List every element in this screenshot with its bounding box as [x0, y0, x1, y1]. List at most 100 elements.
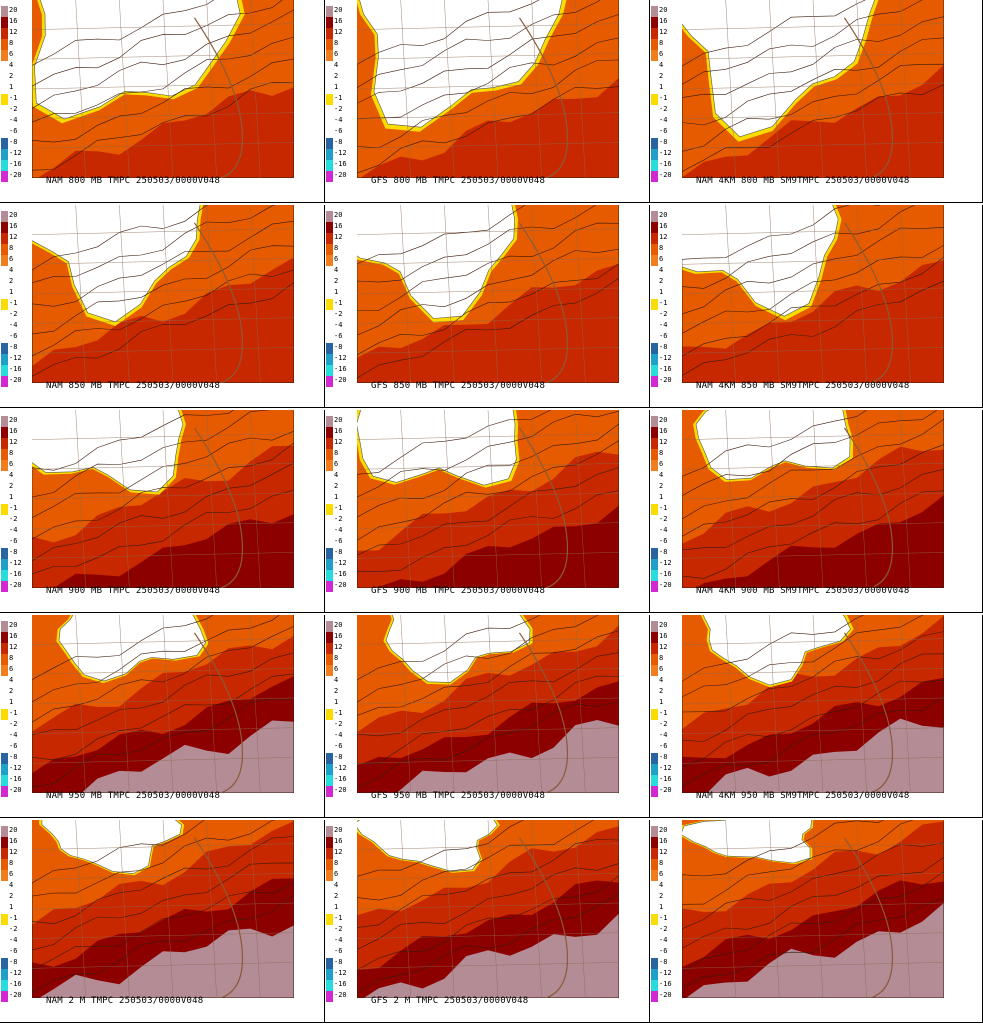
legend-swatch	[1, 277, 8, 288]
legend-swatch	[1, 116, 8, 127]
legend-label: 4	[9, 266, 14, 274]
state-boundary	[682, 757, 944, 764]
legend-label: -20	[9, 786, 22, 794]
legend-label: -1	[9, 709, 18, 717]
legend-swatch	[651, 720, 658, 731]
legend-swatch	[1, 826, 8, 837]
color-legend: 20 16 12 8 6 4 2 1 -1 -2 -4 -6 -8 -12 -16 -20	[326, 826, 354, 1006]
legend-swatch	[651, 980, 658, 991]
state-boundary	[444, 0, 455, 178]
warm-band	[682, 64, 944, 178]
state-boundary	[682, 668, 944, 675]
legend-swatch	[651, 665, 658, 676]
legend-entry: -2	[326, 310, 354, 321]
legend-entry: -1	[1, 504, 29, 515]
legend-entry: -2	[1, 925, 29, 936]
isotherm-contour	[682, 615, 944, 793]
legend-entry: 4	[1, 676, 29, 687]
legend-swatch	[651, 266, 658, 277]
legend-entry: 12	[326, 233, 354, 244]
legend-entry: -20	[651, 991, 679, 1002]
map-panel: 20 16 12 8 6 4 2 1 -1 -2 -4 -6 -8 -12 -16 -20 NAM 950 MB…	[0, 615, 325, 818]
panel-caption: NAM 850 MB TMPC 250503/0000V048	[46, 381, 221, 391]
legend-swatch	[651, 570, 658, 581]
coastline	[518, 17, 568, 178]
legend-entry: -1	[326, 94, 354, 105]
legend-entry: 16	[1, 17, 29, 28]
legend-swatch	[651, 914, 658, 925]
state-boundary	[400, 820, 411, 998]
isotherm-contour	[682, 897, 944, 998]
legend-swatch	[326, 720, 333, 731]
legend-swatch	[1, 687, 8, 698]
legend-label: -1	[9, 504, 18, 512]
legend-label: -4	[9, 936, 18, 944]
legend-entry: 4	[651, 471, 679, 482]
legend-swatch	[651, 859, 658, 870]
legend-entry: 16	[651, 17, 679, 28]
legend-swatch	[326, 654, 333, 665]
temperature-map	[32, 615, 294, 793]
isotherm-contour	[682, 653, 944, 793]
legend-swatch	[1, 958, 8, 969]
legend-swatch	[1, 17, 8, 28]
state-boundary	[250, 820, 261, 998]
legend-swatch	[651, 233, 658, 244]
legend-label: -8	[659, 958, 668, 966]
legend-entry: 20	[326, 6, 354, 17]
legend-swatch	[326, 643, 333, 654]
legend-swatch	[651, 786, 658, 797]
legend-entry: -4	[651, 321, 679, 332]
legend-swatch	[1, 925, 8, 936]
coastline	[518, 837, 568, 998]
legend-label: 20	[9, 621, 18, 629]
map-panel: 20 16 12 8 6 4 2 1 -1 -2 -4 -6 -8 -12 -16 -20 GFS 900 MB…	[325, 410, 650, 613]
isotherm-contour	[357, 205, 619, 383]
legend-entry: -12	[651, 559, 679, 570]
legend-swatch	[651, 288, 658, 299]
legend-label: -20	[9, 581, 22, 589]
legend-swatch	[326, 321, 333, 332]
state-boundary	[32, 522, 294, 529]
legend-label: 6	[334, 255, 339, 263]
legend-swatch	[651, 687, 658, 698]
state-boundary	[856, 615, 867, 793]
state-boundary	[682, 932, 944, 939]
legend-label: -4	[9, 116, 18, 124]
state-boundary	[357, 697, 619, 705]
coastline	[193, 632, 243, 793]
legend-entry: -4	[326, 321, 354, 332]
legend-swatch	[326, 376, 333, 387]
legend-label: -6	[659, 537, 668, 545]
legend-label: 4	[9, 881, 14, 889]
legend-entry: -6	[651, 947, 679, 958]
legend-label: -12	[334, 354, 347, 362]
legend-swatch	[651, 775, 658, 786]
legend-swatch	[326, 72, 333, 83]
legend-label: -12	[9, 764, 22, 772]
isotherm-contour	[357, 263, 619, 383]
legend-swatch	[1, 222, 8, 233]
legend-entry: -1	[326, 299, 354, 310]
state-boundary	[32, 668, 294, 675]
legend-label: -20	[659, 786, 672, 794]
legend-label: 20	[334, 6, 343, 14]
legend-swatch	[651, 515, 658, 526]
state-boundary	[531, 615, 542, 793]
state-boundary	[812, 0, 824, 178]
legend-label: -6	[334, 537, 343, 545]
legend-entry: 2	[326, 72, 354, 83]
legend-swatch	[326, 632, 333, 643]
isotherm-contour	[357, 467, 619, 588]
panel-caption: NAM 950 MB TMPC 250503/0000V048	[46, 791, 221, 801]
coastline	[518, 427, 568, 588]
isotherm-contour	[357, 490, 619, 588]
legend-entry: 8	[1, 449, 29, 460]
state-boundary	[357, 112, 619, 119]
state-boundary	[400, 615, 411, 793]
coastline	[843, 222, 893, 383]
state-boundary	[32, 463, 294, 470]
color-legend: 20 16 12 8 6 4 2 1 -1 -2 -4 -6 -8 -12 -16 -20	[326, 416, 354, 596]
legend-label: -12	[334, 149, 347, 157]
